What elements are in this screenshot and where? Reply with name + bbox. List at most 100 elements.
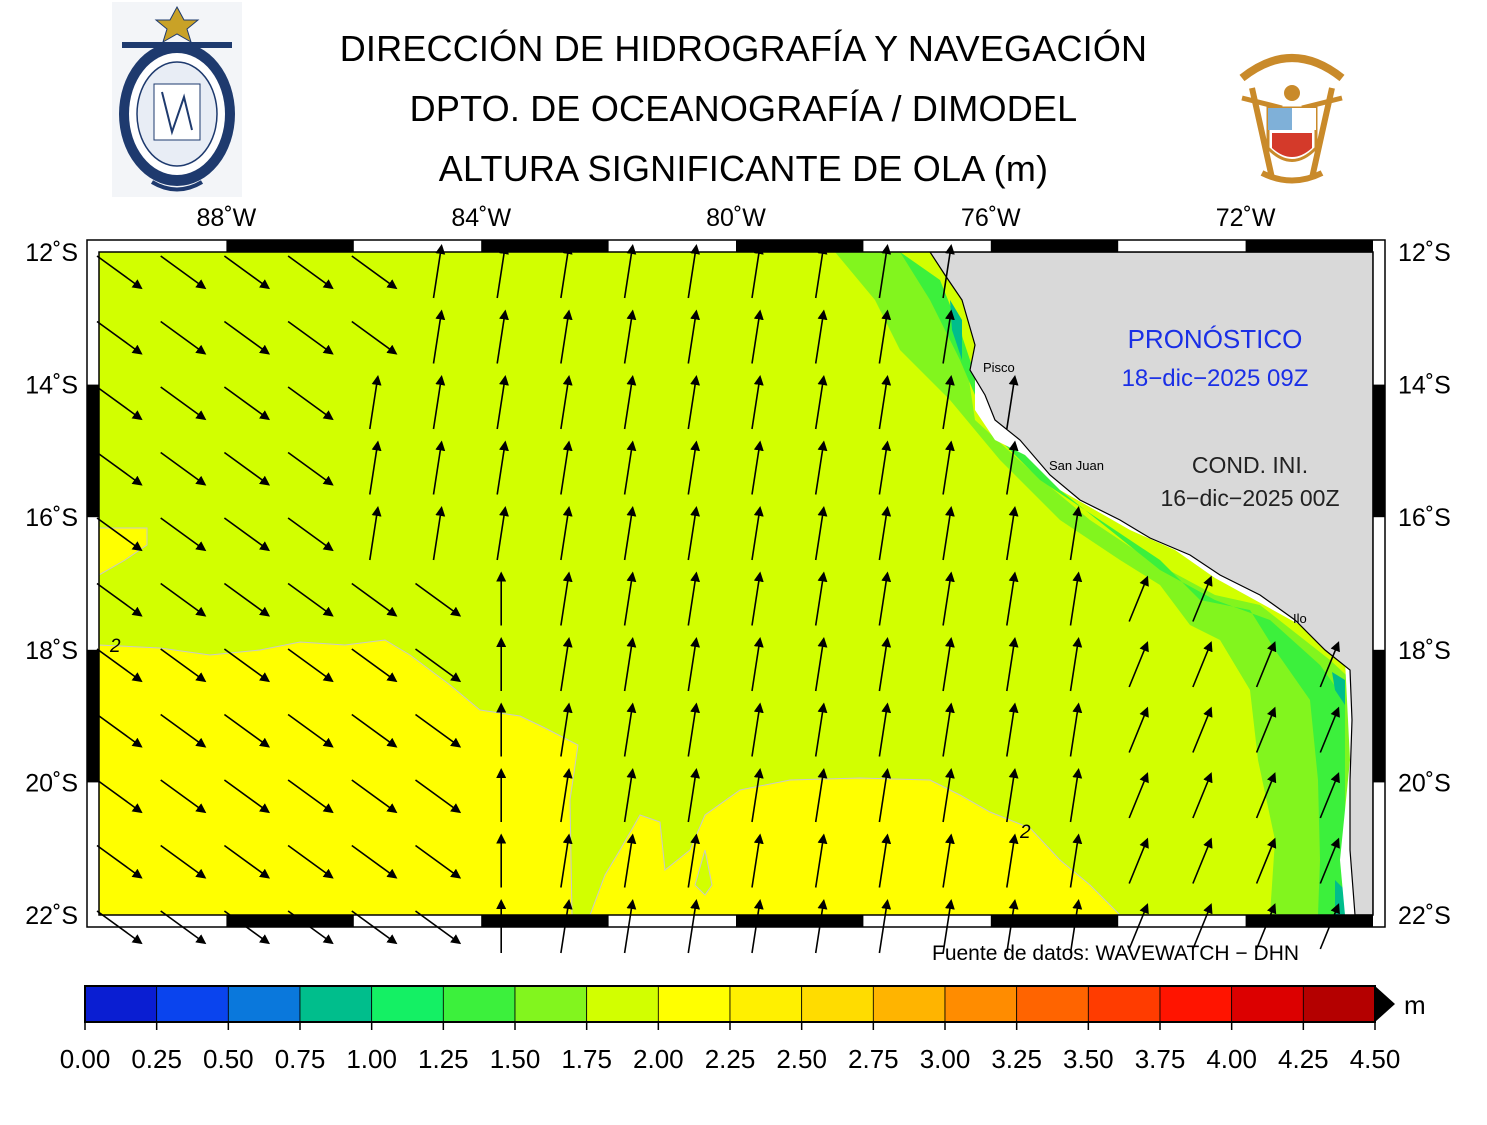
lat-tick-label-right: 20˚S [1398, 769, 1451, 797]
lat-tick-label-left: 16˚S [25, 504, 78, 532]
colorbar-tick-label: 0.50 [203, 1044, 254, 1074]
wave-direction-arrow [751, 506, 764, 561]
colorbar-swatch [1231, 985, 1304, 1023]
lat-tick-label-right: 14˚S [1398, 372, 1451, 400]
title-institution: DIRECCIÓN DE HIDROGRAFÍA Y NAVEGACIÓN [339, 28, 1148, 69]
contour-label: 2 [1020, 822, 1031, 843]
frame-bar-right [1373, 384, 1385, 518]
colorbar-swatch [227, 985, 301, 1023]
wave-direction-arrow [623, 244, 637, 299]
colorbar-swatch [442, 985, 516, 1023]
initial-conditions-date: 16−dic−2025 00Z [1160, 485, 1340, 511]
frame-bar-top [226, 240, 354, 252]
wave-direction-arrow [1128, 706, 1149, 753]
wave-direction-arrow [287, 517, 334, 552]
wave-direction-arrow [814, 768, 828, 823]
wave-direction-arrow [814, 571, 828, 626]
wave-direction-arrow [942, 702, 955, 757]
colorbar-swatch [156, 985, 229, 1023]
wave-direction-arrow [687, 440, 701, 495]
forecast-title: PRONÓSTICO [1127, 324, 1303, 354]
wave-direction-arrow [432, 440, 446, 495]
wave-direction-arrow [160, 517, 207, 552]
wave-direction-arrow [1069, 637, 1083, 692]
wave-direction-arrow [287, 582, 334, 617]
wave-direction-arrow [751, 702, 764, 757]
wave-direction-arrow [160, 386, 207, 421]
wave-direction-arrow [432, 506, 446, 561]
wave-direction-arrow [1006, 899, 1019, 954]
marina-de-guerra-coat-of-arms-logo [1239, 54, 1345, 184]
wave-direction-arrow [751, 833, 764, 888]
wave-direction-arrow [560, 309, 573, 364]
wave-direction-arrow [415, 779, 462, 814]
wave-direction-arrow [560, 702, 573, 757]
wave-direction-arrow [814, 440, 828, 495]
wave-direction-arrow [623, 506, 637, 561]
wave-direction-arrow [751, 768, 764, 823]
wave-direction-arrow [814, 899, 828, 954]
wave-direction-arrow [223, 255, 271, 290]
wave-direction-arrow [751, 309, 764, 364]
colorbar [84, 985, 1395, 1030]
wave-direction-arrow [623, 309, 637, 364]
frame-bar-right [1373, 649, 1385, 783]
wave-direction-arrow [560, 571, 573, 626]
wave-direction-arrow [160, 582, 207, 617]
wave-direction-arrow [96, 451, 143, 486]
wave-direction-arrow [687, 768, 701, 823]
wave-region-1-50 [835, 252, 1373, 915]
lat-tick-label-right: 16˚S [1398, 504, 1451, 532]
frame-bar-top [481, 240, 609, 252]
frame-bar-bottom [990, 915, 1119, 927]
frame-bar-left [87, 649, 99, 783]
colorbar-swatch [872, 985, 946, 1023]
wave-direction-arrow [1069, 899, 1083, 954]
wave-direction-arrow [560, 637, 573, 692]
wave-direction-arrow [1255, 772, 1277, 819]
wave-direction-arrow [96, 910, 143, 945]
wave-direction-arrow [1192, 641, 1213, 688]
wave-direction-arrow [496, 244, 509, 299]
wave-direction-arrow [942, 506, 955, 561]
wave-direction-arrow [287, 844, 334, 879]
colorbar-swatch [586, 985, 659, 1023]
wave-direction-arrow [351, 713, 398, 748]
wave-direction-arrow [751, 375, 764, 430]
lon-tick-label: 84˚W [451, 204, 511, 232]
axis-tick-labels: 88˚W 84˚W 80˚W 76˚W 72˚W 12˚S 12˚S 14˚S 14˚S 16˚S… [25, 204, 1451, 930]
wave-direction-arrow [751, 637, 764, 692]
wave-direction-arrow [687, 506, 701, 561]
wave-direction-arrow [878, 768, 892, 823]
wave-direction-arrow [496, 506, 509, 561]
wave-direction-arrow [1128, 903, 1149, 950]
colorbar-swatch [657, 985, 731, 1023]
wave-direction-arrow [1319, 837, 1340, 884]
wave-direction-arrow [160, 451, 207, 486]
frame-bar-top [736, 240, 864, 252]
wave-direction-arrow [1006, 833, 1019, 888]
wave-direction-arrow [223, 648, 271, 683]
wave-direction-arrow [160, 844, 207, 879]
wave-direction-arrow [1128, 772, 1149, 819]
colorbar-swatch [84, 985, 158, 1023]
wave-direction-arrow [878, 309, 892, 364]
wave-direction-arrow [687, 571, 701, 626]
wave-direction-arrow [160, 255, 207, 290]
wave-direction-arrow [1006, 768, 1019, 823]
wave-direction-arrow [415, 910, 462, 945]
wave-direction-arrow [287, 713, 334, 748]
colorbar-swatch [801, 985, 874, 1023]
wave-direction-arrow [1069, 833, 1083, 888]
wave-direction-arrow [1319, 641, 1340, 688]
colorbar-tick-label: 2.75 [848, 1044, 899, 1074]
wave-direction-arrow [1255, 706, 1277, 753]
wave-direction-arrow [1319, 772, 1340, 819]
city-label-pisco: Pisco [983, 360, 1015, 375]
wave-direction-arrow [160, 320, 207, 355]
frame-bar-top [1245, 240, 1373, 252]
wave-direction-arrow [96, 648, 143, 683]
wave-direction-arrow [432, 375, 446, 430]
wave-direction-arrow [1319, 706, 1340, 753]
wave-region-0-75 [1332, 672, 1345, 705]
